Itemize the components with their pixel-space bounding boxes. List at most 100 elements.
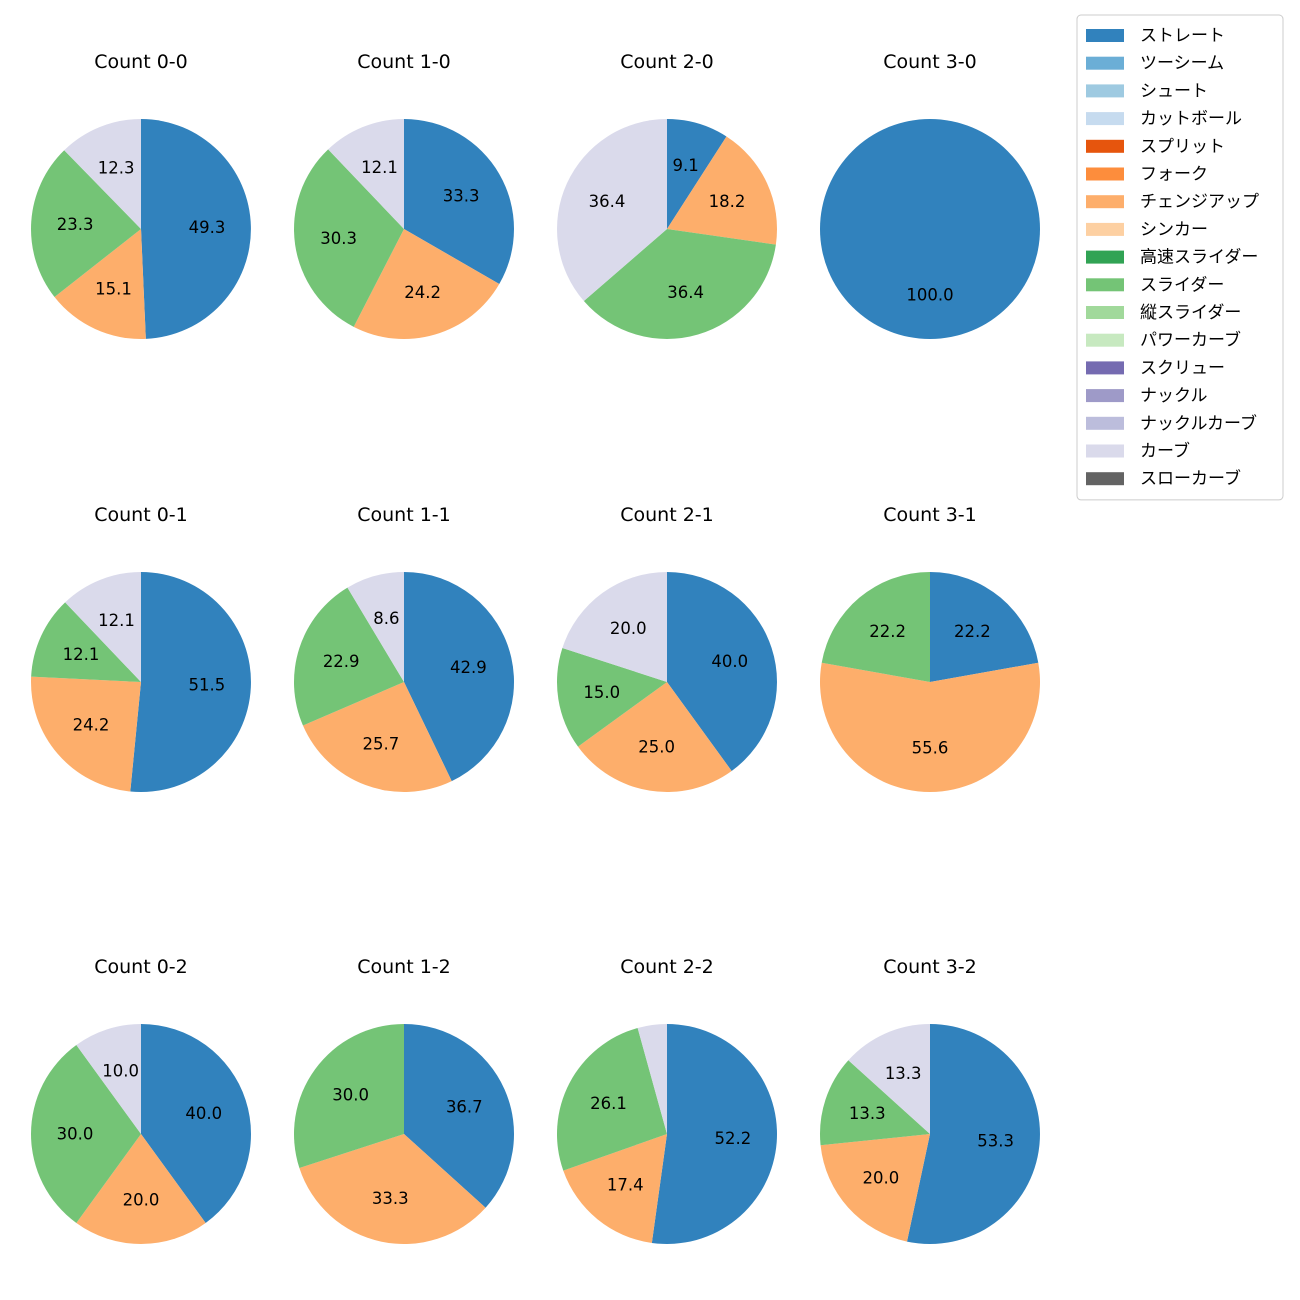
legend: ストレートツーシームシュートカットボールスプリットフォークチェンジアップシンカー… — [1076, 14, 1284, 501]
legend-swatch — [1086, 278, 1124, 292]
slice-label: 24.2 — [404, 283, 441, 302]
slice-label: 12.3 — [98, 158, 135, 177]
pie-slice — [404, 1024, 515, 1208]
slice-label: 24.2 — [73, 716, 110, 735]
legend-swatch — [1086, 361, 1124, 375]
pie-8: Count 3-1 22.2 55.6 22.2 — [820, 504, 1040, 793]
legend-swatch — [1086, 112, 1124, 126]
legend-swatch — [1086, 250, 1124, 264]
pie-title: Count 3-2 — [883, 956, 977, 978]
legend-label: カットボール — [1140, 109, 1242, 129]
pie-title: Count 0-2 — [94, 956, 188, 978]
pie-5: Count 0-1 51.5 24.2 12.1 12.1 — [30, 504, 251, 792]
pie-slice — [583, 229, 776, 339]
pie-slice — [141, 1024, 252, 1223]
pie-slice — [637, 1024, 667, 1134]
pie-slice — [820, 662, 1040, 793]
pie-slice — [820, 119, 1040, 339]
legend-swatch — [1086, 333, 1124, 347]
slice-label: 20.0 — [610, 619, 647, 638]
slice-label: 26.1 — [590, 1094, 627, 1113]
slice-label: 20.0 — [123, 1191, 160, 1210]
slice-label: 30.0 — [332, 1086, 369, 1105]
legend-label: ストレート — [1140, 26, 1225, 46]
pie-title: Count 0-1 — [94, 504, 188, 526]
pie-slice — [562, 572, 667, 682]
pie-title: Count 3-1 — [883, 504, 977, 526]
pie-slice — [76, 1134, 206, 1245]
pie-slice — [64, 119, 141, 229]
slice-label: 33.3 — [372, 1189, 409, 1208]
legend-label: カーブ — [1140, 441, 1190, 462]
slice-label: 18.2 — [709, 192, 746, 211]
legend-label: スローカーブ — [1140, 468, 1241, 489]
pie-slice — [141, 119, 251, 339]
slice-label: 22.9 — [323, 652, 360, 671]
pie-slice — [563, 1134, 667, 1243]
slice-label: 12.1 — [98, 611, 135, 630]
pie-title: Count 1-2 — [357, 956, 451, 978]
slice-label: 25.0 — [638, 738, 675, 757]
pie-slice — [404, 119, 514, 284]
pie-2: Count 1-0 33.3 24.2 30.3 12.1 — [294, 51, 514, 339]
pie-slice — [76, 1023, 141, 1134]
pie-slice — [30, 676, 142, 792]
legend-label: ナックルカーブ — [1140, 413, 1257, 434]
legend-label: チェンジアップ — [1140, 192, 1259, 212]
pie-slice — [906, 1024, 1040, 1245]
slice-label: 20.0 — [862, 1169, 899, 1188]
slice-label: 30.3 — [320, 229, 357, 248]
pie-slice — [31, 602, 142, 682]
slice-label: 23.3 — [57, 215, 94, 234]
slice-label: 52.2 — [714, 1129, 751, 1148]
slice-label: 8.6 — [373, 609, 399, 628]
legend-label: パワーカーブ — [1140, 330, 1241, 351]
legend-swatch — [1086, 139, 1124, 153]
legend-label: 高速スライダー — [1140, 248, 1258, 268]
pie-slice — [293, 587, 404, 726]
legend-swatch — [1086, 389, 1124, 403]
slice-label: 22.2 — [869, 622, 906, 641]
slice-label: 22.2 — [954, 622, 991, 641]
pie-title: Count 2-1 — [620, 504, 714, 526]
legend-swatch — [1086, 444, 1124, 458]
legend-swatch — [1086, 29, 1124, 42]
legend-swatch — [1086, 306, 1124, 319]
pie-slice — [347, 572, 404, 682]
legend-label: 縦スライダー — [1140, 303, 1241, 323]
pie-slice — [667, 572, 778, 771]
pie-1: Count 0-0 49.3 15.1 23.3 12.3 — [31, 51, 251, 339]
pie-slice — [557, 119, 667, 302]
pie-slice — [353, 229, 500, 339]
pie-slice — [328, 119, 404, 229]
slice-label: 15.0 — [583, 683, 620, 702]
slice-label: 40.0 — [185, 1104, 222, 1123]
slice-label: 49.3 — [189, 218, 226, 237]
pie-title: Count 3-0 — [883, 51, 977, 73]
legend-label: シュート — [1140, 81, 1208, 101]
pie-slice — [667, 119, 727, 229]
pie-title: Count 0-0 — [94, 51, 188, 73]
slice-label: 40.0 — [711, 652, 748, 671]
slice-label: 36.4 — [667, 283, 704, 302]
pie-slice — [651, 1024, 778, 1244]
pie-slice — [302, 682, 452, 793]
pie-slice — [667, 136, 777, 245]
slice-label: 12.1 — [63, 645, 100, 664]
pie-6: Count 1-1 42.9 25.7 22.9 8.6 — [293, 504, 515, 793]
pie-slice — [65, 572, 141, 682]
slice-label: 55.6 — [912, 739, 949, 758]
slice-label: 9.1 — [672, 156, 698, 175]
legend-label: フォーク — [1140, 165, 1208, 185]
pie-slice — [294, 149, 404, 327]
pie-slice — [820, 1134, 930, 1242]
legend-swatch — [1086, 416, 1124, 430]
legend-swatch — [1086, 84, 1124, 98]
legend-label: シンカー — [1140, 220, 1208, 240]
pie-slice — [821, 572, 930, 682]
legend-swatch — [1086, 222, 1124, 236]
legend-label: スクリュー — [1140, 358, 1225, 378]
slice-label: 13.3 — [885, 1064, 922, 1083]
pie-title: Count 1-0 — [357, 51, 451, 73]
